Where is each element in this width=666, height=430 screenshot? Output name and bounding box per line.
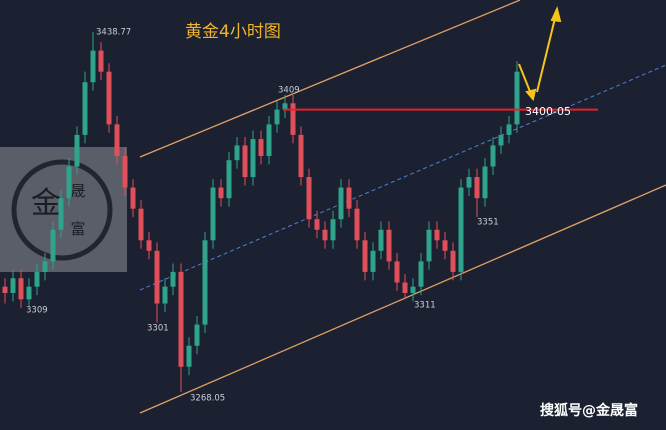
candle-body — [458, 187, 464, 272]
candle-body — [386, 229, 392, 262]
logo-char: 富 — [70, 220, 85, 238]
candle-body — [186, 345, 192, 367]
chart-title: 黄金4小时图 — [185, 22, 281, 42]
candle-body — [218, 187, 224, 199]
candle-body — [298, 134, 304, 178]
candle-body — [34, 271, 40, 287]
price-label: 3400-05 — [525, 105, 571, 118]
arrowhead — [525, 88, 537, 102]
candle-body — [58, 198, 64, 230]
forecast-arrows — [518, 5, 562, 102]
candle-body — [354, 208, 360, 241]
logo-ring — [11, 159, 113, 261]
arrowhead — [550, 5, 562, 23]
candle-body — [250, 139, 256, 178]
arrow-up — [536, 13, 557, 93]
candle-body — [66, 166, 72, 199]
candle-body — [154, 250, 160, 304]
candle-body — [74, 134, 80, 167]
candle-body — [122, 155, 128, 188]
candle-body — [26, 286, 32, 300]
candle-body — [18, 278, 24, 300]
candle-body — [466, 177, 472, 188]
price-label: 3301 — [147, 324, 169, 334]
candle-body — [226, 160, 232, 199]
candle-body — [370, 250, 376, 272]
candle-body — [242, 145, 248, 178]
candle-body — [490, 145, 496, 167]
candle-body — [482, 166, 488, 199]
credit: 搜狐号@金晟富 — [540, 402, 638, 419]
candle-body — [506, 124, 512, 135]
candle-body — [314, 219, 320, 230]
candle-body — [266, 124, 272, 156]
price-label: 3311 — [414, 301, 436, 311]
candle-body — [82, 82, 88, 135]
candle-body — [322, 229, 328, 241]
candle-body — [210, 187, 216, 241]
candle-body — [282, 103, 288, 110]
candle-body — [2, 286, 8, 293]
candle-body — [290, 103, 296, 135]
candle-body — [50, 229, 56, 262]
candle-body — [162, 286, 168, 304]
candle-body — [474, 177, 480, 199]
candle-body — [362, 240, 368, 272]
logo-char: 晟 — [70, 182, 85, 200]
candle-body — [130, 187, 136, 209]
candle-body — [114, 124, 120, 156]
candle-body — [234, 145, 240, 161]
candle-body — [402, 282, 408, 293]
candle-body — [346, 187, 352, 209]
candle-body — [106, 71, 112, 125]
candle-body — [194, 324, 200, 346]
channel-mid — [139, 64, 666, 291]
candle-body — [170, 271, 176, 287]
candle-body — [426, 229, 432, 262]
candle-body — [514, 71, 520, 125]
candle-body — [146, 240, 152, 251]
candle-body — [98, 50, 104, 72]
candle-body — [450, 250, 456, 272]
price-label: 3268.05 — [190, 394, 225, 404]
candle-body — [330, 219, 336, 241]
candle-body — [202, 240, 208, 325]
price-label: 3309 — [26, 306, 48, 316]
candle-body — [378, 229, 384, 251]
candle-body — [138, 208, 144, 241]
candle-body — [418, 261, 424, 287]
candle-body — [42, 261, 48, 272]
price-label: 3351 — [477, 218, 499, 228]
candle-body — [306, 177, 312, 220]
channel-upper — [139, 0, 521, 158]
candle-body — [442, 240, 448, 251]
price-label: 3438.77 — [96, 28, 131, 38]
candle-body — [394, 261, 400, 283]
candle-body — [410, 286, 416, 293]
candle-body — [434, 229, 440, 241]
candle-body — [274, 109, 280, 125]
candle-body — [90, 50, 96, 83]
candle-body — [10, 278, 16, 293]
candles — [2, 32, 520, 392]
channel-lower — [139, 184, 666, 414]
candle-body — [338, 187, 344, 220]
candle-body — [178, 271, 184, 367]
candle-body — [258, 139, 264, 156]
candle-body — [498, 134, 504, 146]
logo-char: 金 — [31, 186, 61, 221]
price-label: 3409 — [278, 86, 300, 96]
